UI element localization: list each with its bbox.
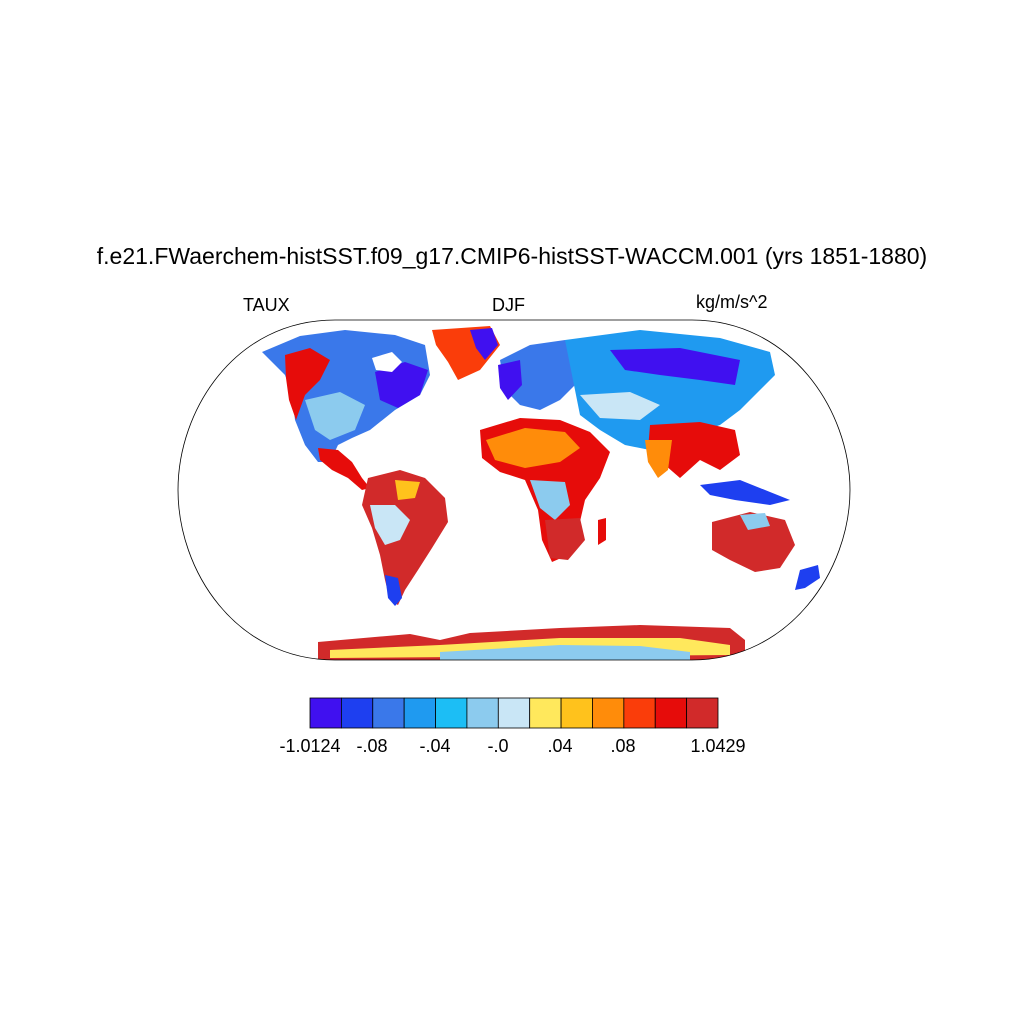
colorbar-swatch bbox=[372, 697, 405, 729]
greenland-east-blue bbox=[470, 328, 498, 360]
map-land-layer bbox=[262, 326, 820, 660]
colorbar-swatch bbox=[435, 697, 468, 729]
colorbar-swatch bbox=[340, 697, 374, 729]
colorbar-swatch bbox=[623, 697, 656, 729]
colorbar-tick-label: .08 bbox=[610, 736, 635, 756]
patagonia-blue bbox=[385, 575, 402, 606]
africa-north-orange bbox=[486, 428, 580, 468]
europe-west-blue bbox=[498, 360, 522, 400]
south-america-amazon-yellow bbox=[395, 480, 420, 500]
north-america-east-blue bbox=[375, 362, 428, 408]
colorbar-swatch bbox=[466, 697, 499, 729]
colorbar-swatch bbox=[497, 697, 531, 729]
australia-land bbox=[712, 512, 795, 572]
colorbar-tick-label: -1.0124 bbox=[279, 736, 340, 756]
colorbar-tick-label: -.04 bbox=[419, 736, 450, 756]
variable-label: TAUX bbox=[243, 295, 290, 315]
africa-central-light bbox=[530, 480, 570, 520]
colorbar-tick-label: -.08 bbox=[356, 736, 387, 756]
map-boundary bbox=[177, 319, 851, 661]
colorbar-tick-label: 1.0429 bbox=[690, 736, 745, 756]
asia-central-light bbox=[580, 392, 660, 420]
asia-south-red bbox=[648, 422, 740, 478]
season-label: DJF bbox=[492, 295, 525, 315]
colorbar-swatch bbox=[686, 697, 719, 729]
north-america-interior-light bbox=[305, 392, 365, 440]
australia-north-light bbox=[740, 513, 770, 530]
north-america-west-red bbox=[285, 348, 330, 420]
siberia-blue bbox=[610, 348, 740, 385]
madagascar-land bbox=[598, 518, 606, 545]
colorbar-swatch bbox=[403, 697, 436, 729]
indonesia-blue bbox=[700, 480, 790, 505]
plot-title: f.e21.FWaerchem-histSST.f09_g17.CMIP6-hi… bbox=[96, 243, 928, 269]
colorbar-tick-label: -.0 bbox=[487, 736, 508, 756]
europe-land bbox=[500, 340, 580, 410]
south-america-west-light bbox=[370, 505, 410, 545]
colorbar-swatch bbox=[592, 697, 625, 729]
colorbar-swatch bbox=[654, 697, 688, 729]
antarctica-interior-blue bbox=[440, 645, 690, 660]
south-america-land bbox=[362, 470, 448, 605]
new-zealand-blue bbox=[795, 565, 820, 590]
colorbar-tick-label: .04 bbox=[547, 736, 572, 756]
colorbar-swatch bbox=[560, 697, 593, 729]
units-label: kg/m/s^2 bbox=[696, 292, 768, 312]
colorbar: -1.0124 -.08 -.04 -.0 .04 .08 1.0429 bbox=[279, 697, 746, 756]
india-orange bbox=[645, 440, 672, 478]
colorbar-swatch bbox=[529, 697, 562, 729]
hudson-bay bbox=[372, 352, 402, 372]
colorbar-swatch bbox=[309, 697, 342, 729]
central-america-land bbox=[318, 448, 370, 490]
africa-south-red bbox=[545, 518, 585, 560]
